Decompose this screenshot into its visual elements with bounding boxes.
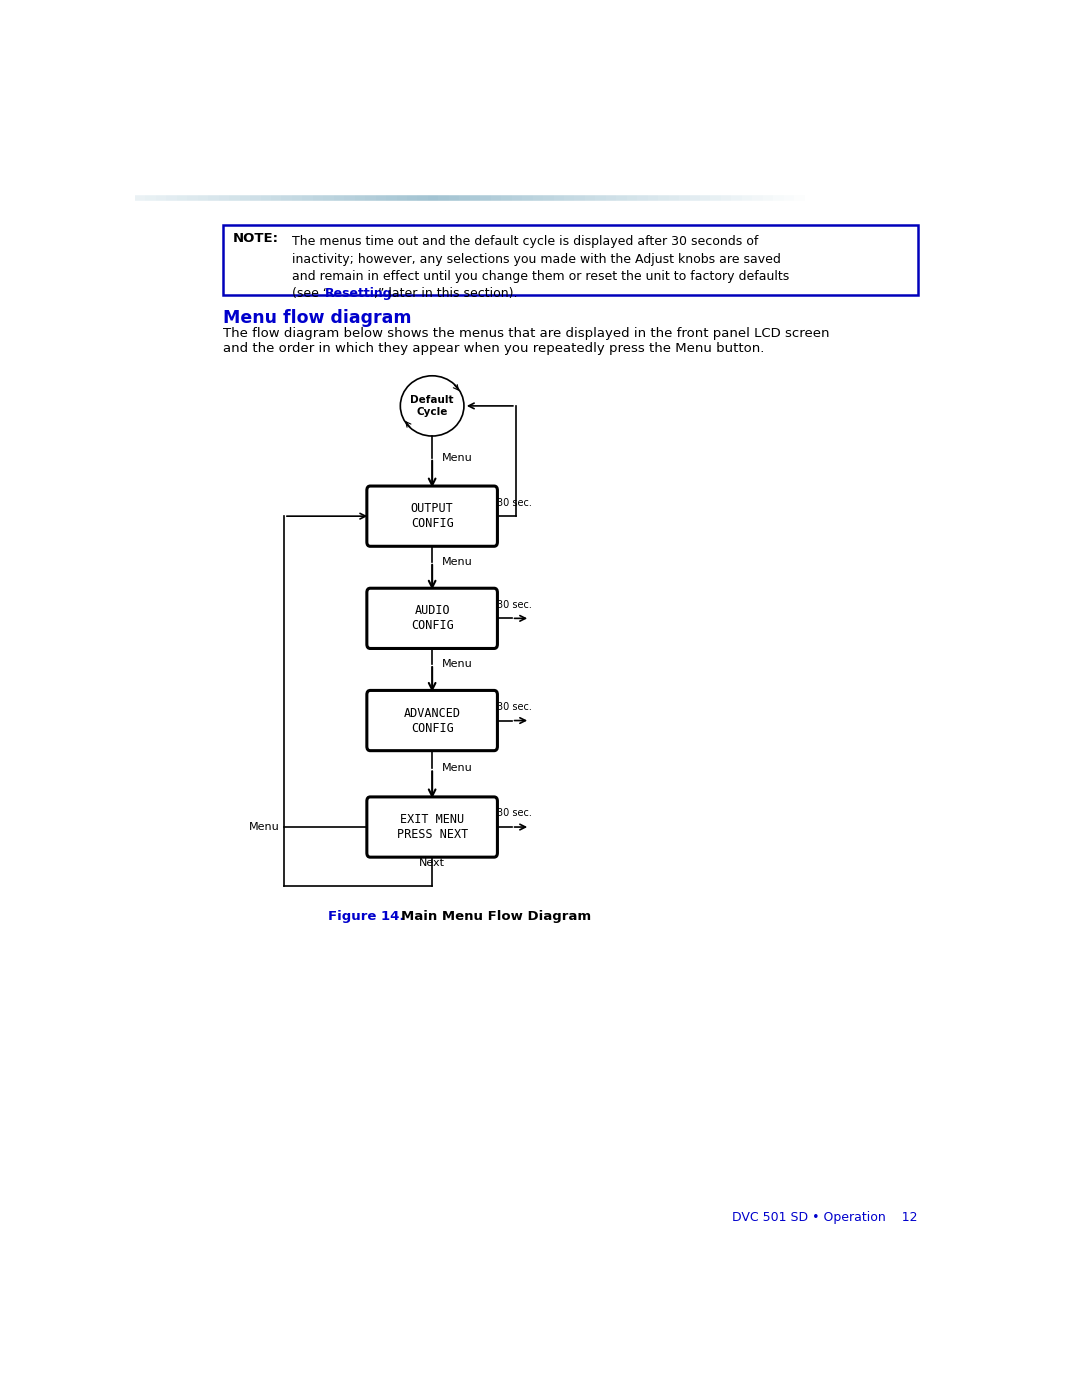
Text: Resetting: Resetting: [325, 286, 393, 300]
FancyBboxPatch shape: [367, 690, 498, 750]
FancyBboxPatch shape: [367, 588, 498, 648]
Text: ADVANCED
CONFIG: ADVANCED CONFIG: [404, 707, 461, 735]
Text: (see “: (see “: [292, 286, 328, 300]
FancyBboxPatch shape: [222, 225, 918, 295]
Text: OUTPUT
CONFIG: OUTPUT CONFIG: [410, 502, 454, 531]
Text: Default
Cycle: Default Cycle: [410, 395, 454, 416]
Text: 30 sec.: 30 sec.: [498, 701, 532, 712]
Text: 30 sec.: 30 sec.: [498, 497, 532, 507]
Text: Menu: Menu: [442, 453, 473, 462]
Text: Menu: Menu: [442, 557, 473, 567]
FancyBboxPatch shape: [367, 796, 498, 858]
Text: and remain in effect until you change them or reset the unit to factory defaults: and remain in effect until you change th…: [292, 270, 788, 282]
Text: Menu flow diagram: Menu flow diagram: [222, 309, 411, 327]
Text: DVC 501 SD • Operation    12: DVC 501 SD • Operation 12: [732, 1211, 918, 1224]
Text: The flow diagram below shows the menus that are displayed in the front panel LCD: The flow diagram below shows the menus t…: [222, 327, 829, 339]
FancyBboxPatch shape: [367, 486, 498, 546]
Text: Menu: Menu: [249, 821, 280, 833]
Text: Figure 14.: Figure 14.: [327, 909, 404, 923]
Text: NOTE:: NOTE:: [233, 232, 279, 244]
Text: Next: Next: [419, 858, 445, 868]
Text: ,” later in this section).: ,” later in this section).: [374, 286, 517, 300]
Text: and the order in which they appear when you repeatedly press the Menu button.: and the order in which they appear when …: [222, 342, 765, 355]
Text: Main Menu Flow Diagram: Main Menu Flow Diagram: [401, 909, 591, 923]
Text: AUDIO
CONFIG: AUDIO CONFIG: [410, 605, 454, 633]
Text: Menu: Menu: [442, 763, 473, 774]
Text: EXIT MENU
PRESS NEXT: EXIT MENU PRESS NEXT: [396, 813, 468, 841]
Text: 30 sec.: 30 sec.: [498, 599, 532, 609]
Text: The menus time out and the default cycle is displayed after 30 seconds of: The menus time out and the default cycle…: [292, 236, 758, 249]
Text: inactivity; however, any selections you made with the Adjust knobs are saved: inactivity; however, any selections you …: [292, 253, 781, 265]
Text: Menu: Menu: [442, 659, 473, 669]
Text: 30 sec.: 30 sec.: [498, 809, 532, 819]
